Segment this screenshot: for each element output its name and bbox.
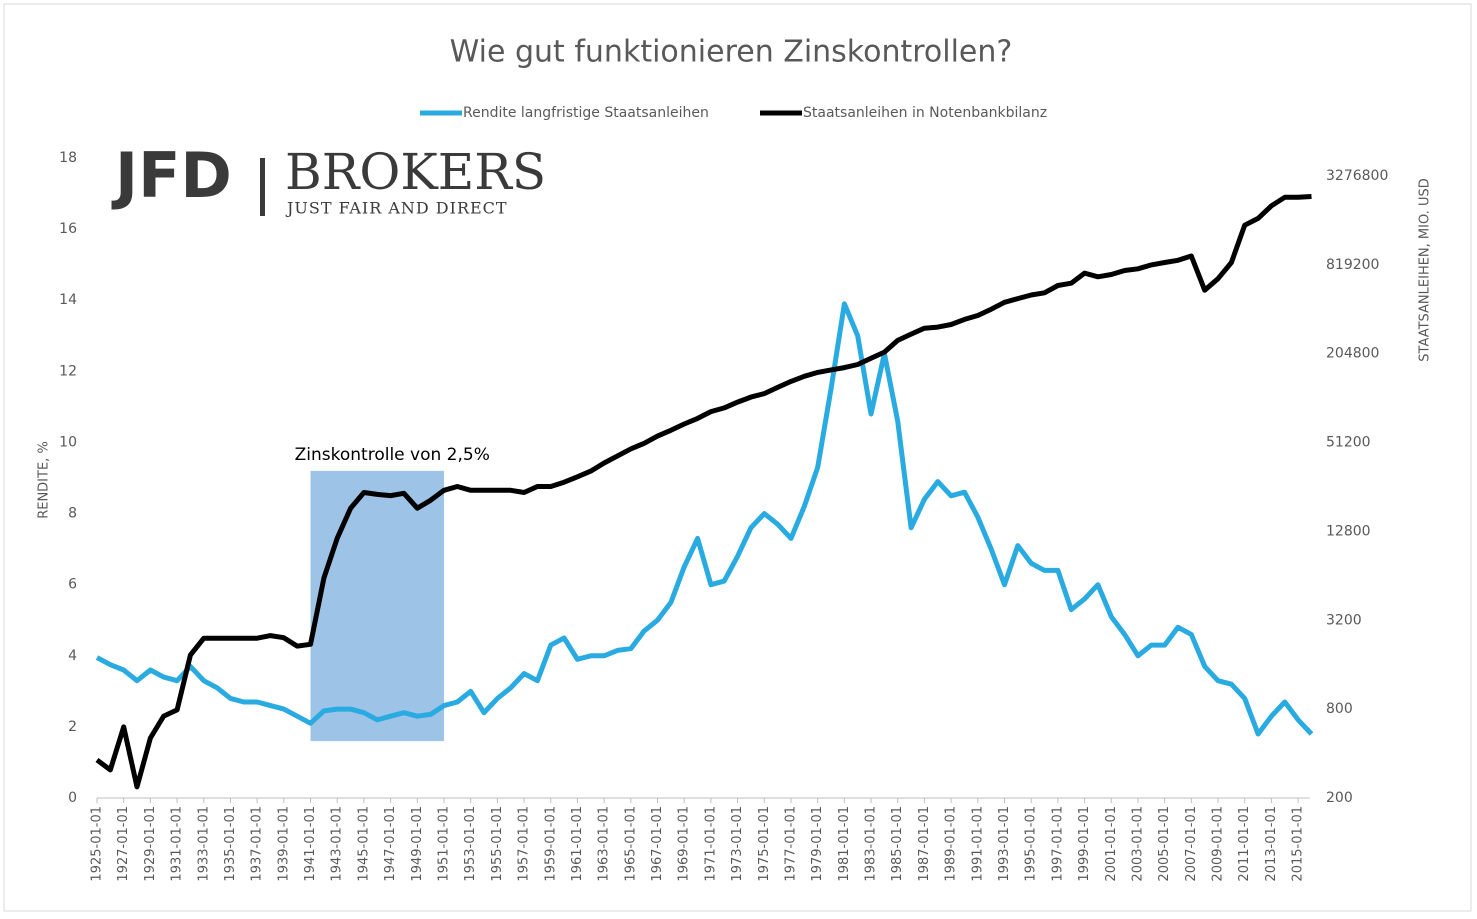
x-tick-label: 1977-01-01 [783, 806, 798, 882]
y2-tick-label: 51200 [1326, 435, 1371, 451]
logo-name: BROKERS [285, 143, 546, 201]
x-tick-label: 1973-01-01 [730, 806, 745, 882]
annotation-text: Zinskontrolle von 2,5% [295, 445, 490, 465]
y2-tick-label: 819200 [1326, 257, 1379, 273]
x-tick-label: 1997-01-01 [1050, 806, 1065, 882]
x-tick-label: 1957-01-01 [517, 806, 532, 882]
x-tick-label: 1925-01-01 [90, 806, 105, 882]
series-line [95, 301, 1314, 737]
x-tick-label: 1949-01-01 [410, 806, 425, 882]
y2-tick-label: 800 [1326, 701, 1353, 717]
x-tick-label: 1947-01-01 [383, 806, 398, 882]
x-tick-label: 2013-01-01 [1264, 806, 1279, 882]
x-tick-label: 1929-01-01 [143, 806, 158, 882]
y2-tick-label: 204800 [1326, 346, 1379, 362]
x-tick-label: 2001-01-01 [1104, 806, 1119, 882]
x-tick-label: 1987-01-01 [917, 806, 932, 882]
x-tick-label: 1945-01-01 [356, 806, 371, 882]
legend-label: Rendite langfristige Staatsanleihen [463, 105, 709, 121]
y2-tick-label: 12800 [1326, 523, 1371, 539]
x-tick-label: 1959-01-01 [543, 806, 558, 882]
x-tick-label: 2015-01-01 [1291, 806, 1306, 882]
y-tick-label: 2 [68, 719, 77, 735]
x-tick-label: 1961-01-01 [570, 806, 585, 882]
x-tick-label: 1979-01-01 [810, 806, 825, 882]
x-tick-label: 1995-01-01 [1024, 806, 1039, 882]
x-tick-label: 1967-01-01 [650, 806, 665, 882]
x-tick-label: 2007-01-01 [1184, 806, 1199, 882]
x-tick-label: 1993-01-01 [997, 806, 1012, 882]
y-tick-label: 12 [59, 363, 77, 379]
x-tick-label: 1931-01-01 [170, 806, 185, 882]
logo-brand: JFD [111, 139, 232, 212]
x-tick-label: 1927-01-01 [116, 806, 131, 882]
x-tick-label: 2011-01-01 [1237, 806, 1252, 882]
legend-label: Staatsanleihen in Notenbankbilanz [803, 105, 1047, 121]
y-tick-label: 8 [68, 506, 77, 522]
logo-tagline: JUST FAIR AND DIRECT [285, 199, 508, 218]
x-tick-label: 1941-01-01 [303, 806, 318, 882]
x-tick-label: 1963-01-01 [597, 806, 612, 882]
x-tick-label: 1953-01-01 [463, 806, 478, 882]
x-tick-label: 1955-01-01 [490, 806, 505, 882]
x-tick-label: 1935-01-01 [223, 806, 238, 882]
y2-tick-label: 200 [1326, 790, 1353, 806]
x-tick-label: 1933-01-01 [196, 806, 211, 882]
x-tick-label: 1937-01-01 [250, 806, 265, 882]
series-line [95, 194, 1312, 790]
y-axis-title: RENDITE, % [37, 441, 52, 519]
x-tick-label: 1981-01-01 [837, 806, 852, 882]
x-tick-label: 1951-01-01 [436, 806, 451, 882]
y-tick-label: 4 [68, 648, 77, 664]
highlight-region [310, 470, 444, 742]
x-tick-label: 1965-01-01 [623, 806, 638, 882]
x-tick-label: 1939-01-01 [276, 806, 291, 882]
y-tick-label: 10 [59, 434, 77, 450]
chart-title: Wie gut funktionieren Zinskontrollen? [450, 35, 1013, 70]
frame [3, 3, 1472, 912]
x-tick-label: 2003-01-01 [1130, 806, 1145, 882]
x-tick-label: 1985-01-01 [890, 806, 905, 882]
x-tick-label: 1971-01-01 [703, 806, 718, 882]
x-tick-label: 1983-01-01 [864, 806, 879, 882]
y-tick-label: 6 [68, 577, 77, 593]
x-tick-label: 1943-01-01 [330, 806, 345, 882]
x-tick-label: 2009-01-01 [1211, 806, 1226, 882]
y2-tick-label: 3276800 [1326, 168, 1388, 184]
x-tick-label: 1989-01-01 [944, 806, 959, 882]
x-tick-label: 2005-01-01 [1157, 806, 1172, 882]
y-tick-label: 14 [59, 292, 77, 308]
x-tick-label: 1991-01-01 [970, 806, 985, 882]
x-tick-label: 1975-01-01 [757, 806, 772, 882]
x-tick-label: 1999-01-01 [1077, 806, 1092, 882]
y2-tick-label: 3200 [1326, 612, 1362, 628]
y-tick-label: 16 [59, 221, 77, 237]
logo-divider [260, 158, 265, 216]
y-tick-label: 0 [68, 790, 77, 806]
y2-axis-title: STAATSANLEIHEN, MIO. USD [1418, 178, 1433, 361]
y-tick-label: 18 [59, 150, 77, 166]
x-tick-label: 1969-01-01 [677, 806, 692, 882]
